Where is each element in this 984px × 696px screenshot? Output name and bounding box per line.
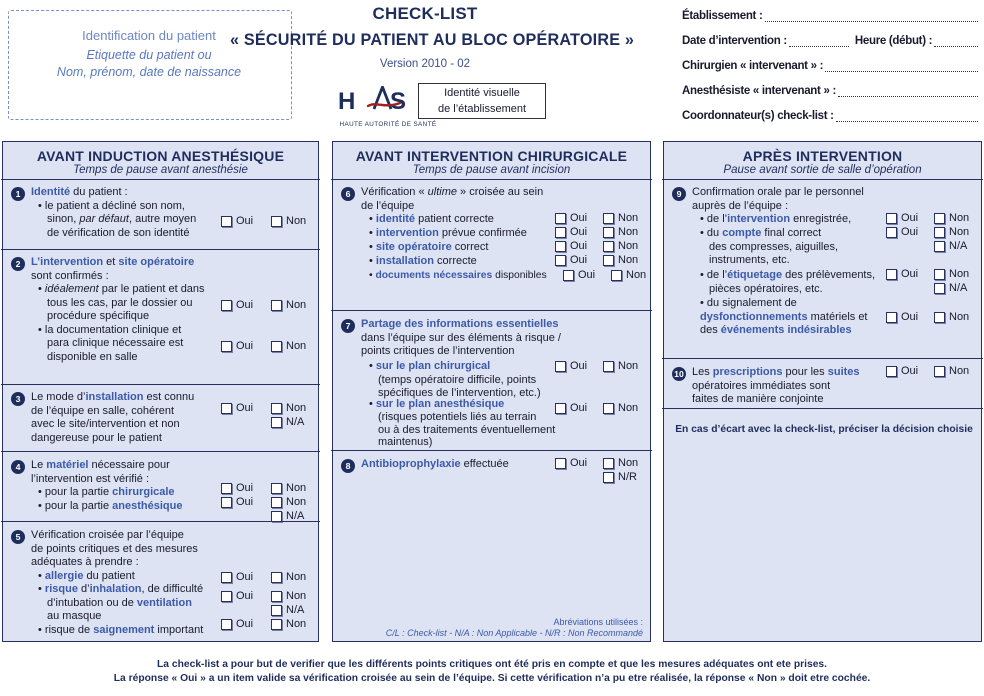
svg-text:H: H bbox=[338, 88, 355, 115]
svg-text:S: S bbox=[390, 88, 406, 115]
